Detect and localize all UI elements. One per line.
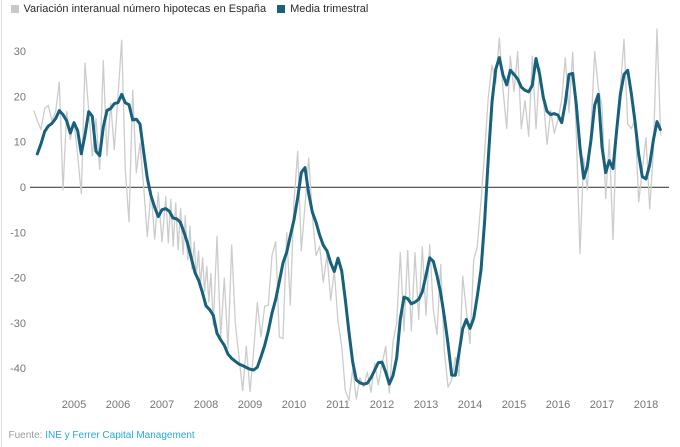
svg-text:2007: 2007	[150, 399, 174, 411]
svg-text:-10: -10	[10, 227, 26, 239]
svg-text:2006: 2006	[106, 399, 130, 411]
svg-text:2014: 2014	[458, 399, 482, 411]
svg-text:-20: -20	[10, 273, 26, 285]
svg-text:2018: 2018	[634, 399, 658, 411]
svg-text:2017: 2017	[590, 399, 614, 411]
svg-text:2008: 2008	[194, 399, 218, 411]
svg-text:2016: 2016	[546, 399, 570, 411]
svg-text:-30: -30	[10, 318, 26, 330]
svg-text:2015: 2015	[502, 399, 526, 411]
svg-text:2005: 2005	[62, 399, 86, 411]
svg-text:2013: 2013	[414, 399, 438, 411]
svg-text:10: 10	[14, 137, 26, 149]
svg-text:20: 20	[14, 91, 26, 103]
svg-text:-40: -40	[10, 363, 26, 375]
svg-text:2012: 2012	[370, 399, 394, 411]
svg-text:2010: 2010	[282, 399, 306, 411]
svg-text:2011: 2011	[326, 399, 350, 411]
svg-text:0: 0	[20, 182, 26, 194]
svg-text:2009: 2009	[238, 399, 262, 411]
svg-text:30: 30	[14, 46, 26, 58]
